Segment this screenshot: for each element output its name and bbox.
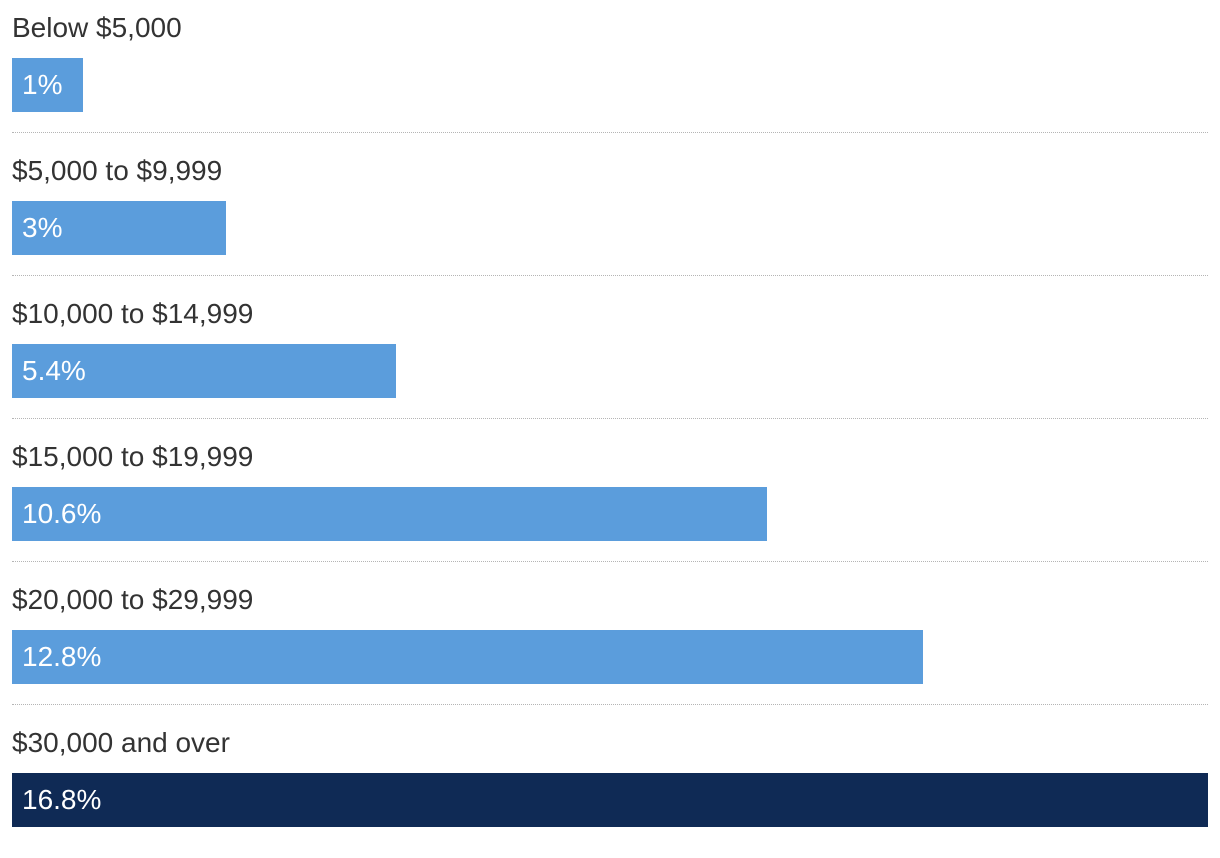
value-label: 3% xyxy=(22,212,63,243)
bar: 12.8% xyxy=(12,630,923,684)
category-label: $10,000 to $14,999 xyxy=(12,298,254,329)
category-label: Below $5,000 xyxy=(12,12,182,43)
value-label: 12.8% xyxy=(22,641,102,672)
value-label: 10.6% xyxy=(22,498,102,529)
value-label: 16.8% xyxy=(22,784,102,815)
bar: 1% xyxy=(12,58,83,112)
row-divider xyxy=(12,132,1208,133)
bar-row: $15,000 to $19,999 10.6% xyxy=(0,429,1220,572)
bar-row: $20,000 to $29,999 12.8% xyxy=(0,572,1220,715)
bar: 5.4% xyxy=(12,344,396,398)
bar-row: $5,000 to $9,999 3% xyxy=(0,143,1220,286)
bar: 16.8% xyxy=(12,773,1208,827)
row-divider xyxy=(12,418,1208,419)
value-label: 5.4% xyxy=(22,355,86,386)
value-label: 1% xyxy=(22,69,63,100)
bar: 10.6% xyxy=(12,487,767,541)
category-label: $15,000 to $19,999 xyxy=(12,441,254,472)
bar-row: $30,000 and over 16.8% xyxy=(0,715,1220,858)
bar-row: $10,000 to $14,999 5.4% xyxy=(0,286,1220,429)
category-label: $30,000 and over xyxy=(12,727,230,758)
category-label: $20,000 to $29,999 xyxy=(12,584,254,615)
horizontal-bar-chart: Below $5,000 1% $5,000 to $9,999 3% $10,000 … xyxy=(0,0,1220,827)
bar-row: Below $5,000 1% xyxy=(0,0,1220,143)
row-divider xyxy=(12,704,1208,705)
row-divider xyxy=(12,275,1208,276)
category-label: $5,000 to $9,999 xyxy=(12,155,223,186)
bar: 3% xyxy=(12,201,226,255)
row-divider xyxy=(12,561,1208,562)
